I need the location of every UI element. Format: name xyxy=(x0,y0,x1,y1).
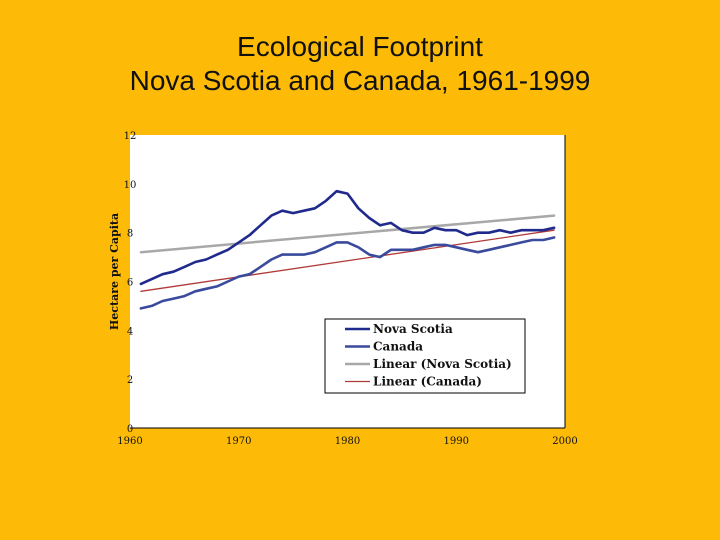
chart-subtitle: Nova Scotia and Canada, 1961-1999 xyxy=(129,65,591,96)
y-tick-label: 4 xyxy=(127,326,133,337)
legend-label: Linear (Canada) xyxy=(373,375,482,389)
series-line-nova-scotia xyxy=(139,189,556,286)
legend-label: Nova Scotia xyxy=(373,322,453,336)
y-tick-label: 10 xyxy=(124,180,137,191)
y-axis-label: Hectare per Capita xyxy=(108,213,121,330)
series-line-linear-canada xyxy=(140,229,555,292)
chart-title-block: Ecological Footprint Nova Scotia and Can… xyxy=(0,30,720,98)
series-line-canada xyxy=(139,236,556,310)
axes: 0 2 4 6 8 10 12 1960 1970 1980 1990 2000 Hectare per… xyxy=(108,131,578,447)
legend-label: Linear (Nova Scotia) xyxy=(373,357,512,371)
chart-title: Ecological Footprint xyxy=(237,31,483,62)
x-tick-label: 1970 xyxy=(226,436,251,447)
y-tick-label: 8 xyxy=(127,229,133,240)
y-tick-label: 2 xyxy=(127,375,133,386)
y-tick-label: 6 xyxy=(127,278,133,289)
legend-box xyxy=(324,318,526,394)
x-tick-label: 1980 xyxy=(335,436,360,447)
x-tick-label: 1960 xyxy=(117,436,142,447)
series-line-linear-nova-scotia xyxy=(139,214,556,254)
y-tick-label: 12 xyxy=(124,131,137,142)
x-tick-label: 1990 xyxy=(444,436,469,447)
series-layer xyxy=(139,189,556,310)
legend: Nova Scotia Canada Linear (Nova Scotia) Lin… xyxy=(324,318,526,394)
y-tick-label: 0 xyxy=(127,424,133,435)
x-tick-label: 2000 xyxy=(552,436,577,447)
legend-label: Canada xyxy=(373,340,423,354)
